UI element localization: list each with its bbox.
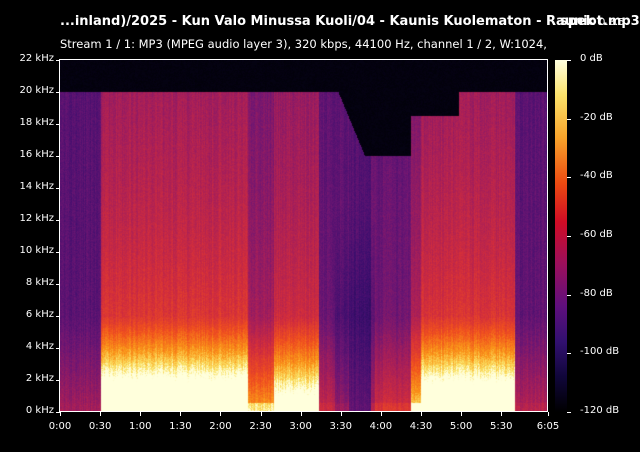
y-tick-label: 22 kHz: [19, 53, 54, 64]
y-tick-label: 4 kHz: [25, 341, 54, 352]
db-tick-label-mark: [567, 294, 571, 296]
x-tick-label: 5:00: [449, 421, 473, 432]
x-tick-label-mark: [548, 412, 549, 416]
y-tick-label-mark: [56, 412, 60, 413]
y-tick-label: 18 kHz: [19, 117, 54, 128]
x-tick-label-mark: [140, 412, 142, 416]
x-tick-label: 6:05: [536, 421, 560, 432]
x-tick-label: 2:00: [209, 421, 232, 432]
x-tick-label: 5:30: [489, 421, 513, 432]
x-tick-label: 1:00: [128, 421, 152, 432]
y-tick-label: 6 kHz: [25, 309, 54, 320]
db-tick-label: -80 dB: [580, 287, 613, 299]
x-tick-label-mark: [380, 412, 382, 416]
y-tick-label: 10 kHz: [19, 245, 54, 256]
db-tick-label: -40 dB: [580, 170, 613, 182]
y-tick-label: 8 kHz: [25, 277, 54, 288]
y-tick-label: 14 kHz: [19, 181, 54, 192]
x-tick-label-mark: [180, 412, 182, 416]
x-tick-label: 0:30: [88, 421, 112, 432]
x-tick-label: 1:30: [169, 421, 192, 432]
x-tick-label-mark: [501, 412, 503, 416]
x-tick-label-mark: [220, 412, 222, 416]
y-tick-label: 20 kHz: [19, 85, 54, 96]
x-tick-label: 4:30: [409, 421, 433, 432]
x-tick-label: 2:30: [249, 421, 272, 432]
y-tick-label: 2 kHz: [25, 373, 54, 384]
x-tick-label: 3:30: [329, 421, 352, 432]
y-tick-label: 12 kHz: [19, 213, 54, 224]
db-colorbar: [555, 60, 567, 412]
x-tick-label: 0:00: [48, 421, 72, 432]
x-tick-label-mark: [60, 412, 61, 416]
x-tick-label: 4:00: [369, 421, 393, 432]
y-tick-label: 0 kHz: [25, 405, 54, 416]
y-tick-label: 16 kHz: [19, 149, 54, 160]
spectrogram[interactable]: [60, 60, 548, 412]
file-title: ...inland)/2025 - Kun Valo Minussa Kuoli…: [60, 14, 640, 29]
db-tick-label-mark: [567, 60, 571, 61]
app-name-label: spek: [560, 14, 595, 29]
x-tick-label-mark: [300, 412, 302, 416]
db-tick-label-mark: [567, 177, 571, 179]
db-tick-label-mark: [567, 353, 571, 355]
db-tick-label: -20 dB: [580, 111, 613, 123]
db-tick-label-mark: [567, 118, 571, 120]
app-version: 0.8.5: [599, 17, 625, 28]
stream-info: Stream 1 / 1: MP3 (MPEG audio layer 3), …: [60, 37, 550, 51]
x-tick-label-mark: [340, 412, 342, 416]
x-tick-label-mark: [420, 412, 422, 416]
x-tick-label: 3:00: [289, 421, 312, 432]
db-tick-label-mark: [567, 236, 571, 237]
db-tick-label: -60 dB: [580, 229, 613, 240]
app-name: spek 0.8.5: [560, 14, 625, 29]
db-tick-label: 0 dB: [580, 53, 603, 64]
x-tick-label-mark: [461, 412, 463, 416]
db-tick-label-mark: [567, 412, 571, 413]
db-tick-label: -120 dB: [580, 405, 620, 416]
x-tick-label-mark: [100, 412, 102, 416]
x-tick-label-mark: [260, 412, 262, 416]
db-tick-label: -100 dB: [580, 346, 620, 358]
